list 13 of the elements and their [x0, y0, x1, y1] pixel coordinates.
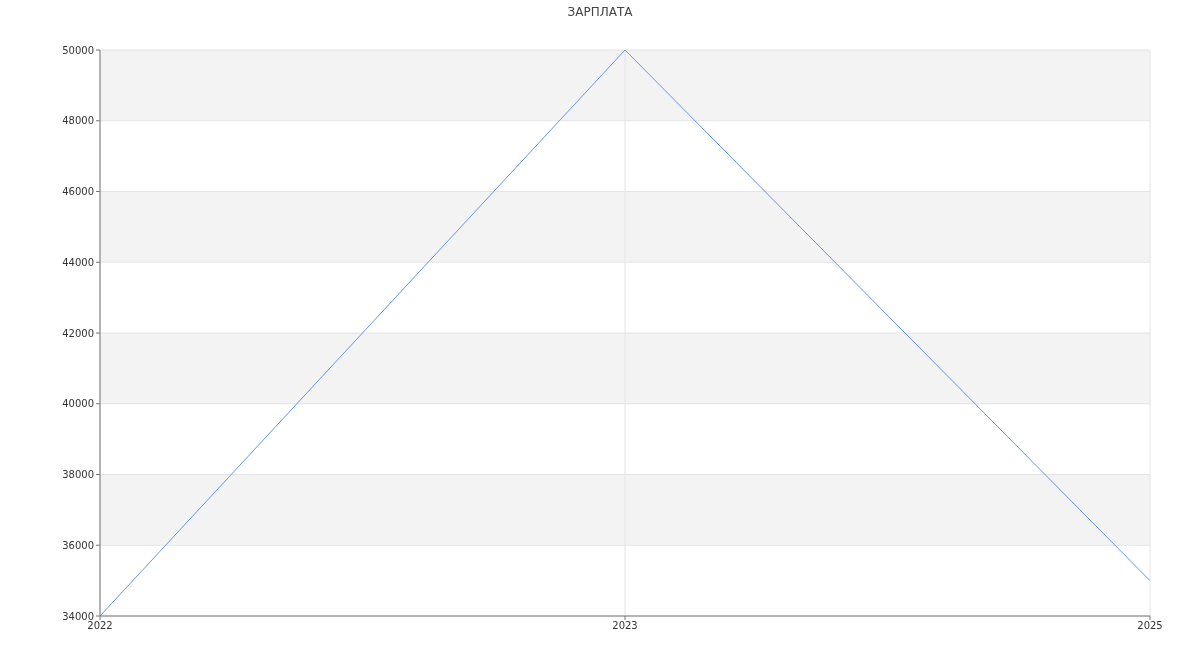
y-tick-label: 46000: [62, 186, 94, 198]
y-tick-label: 40000: [62, 398, 94, 410]
x-tick-label: 2022: [87, 620, 113, 632]
x-tick-label: 2023: [612, 620, 638, 632]
x-tick-label: 2025: [1137, 620, 1163, 632]
y-tick-label: 36000: [62, 539, 94, 551]
y-tick-label: 34000: [62, 610, 94, 622]
y-tick-label: 42000: [62, 327, 94, 339]
y-tick-label: 50000: [62, 44, 94, 56]
chart-title: ЗАРПЛАТА: [566, 5, 634, 21]
y-tick-label: 44000: [62, 256, 94, 268]
y-tick-label: 48000: [62, 115, 94, 127]
y-tick-label: 38000: [62, 469, 94, 481]
